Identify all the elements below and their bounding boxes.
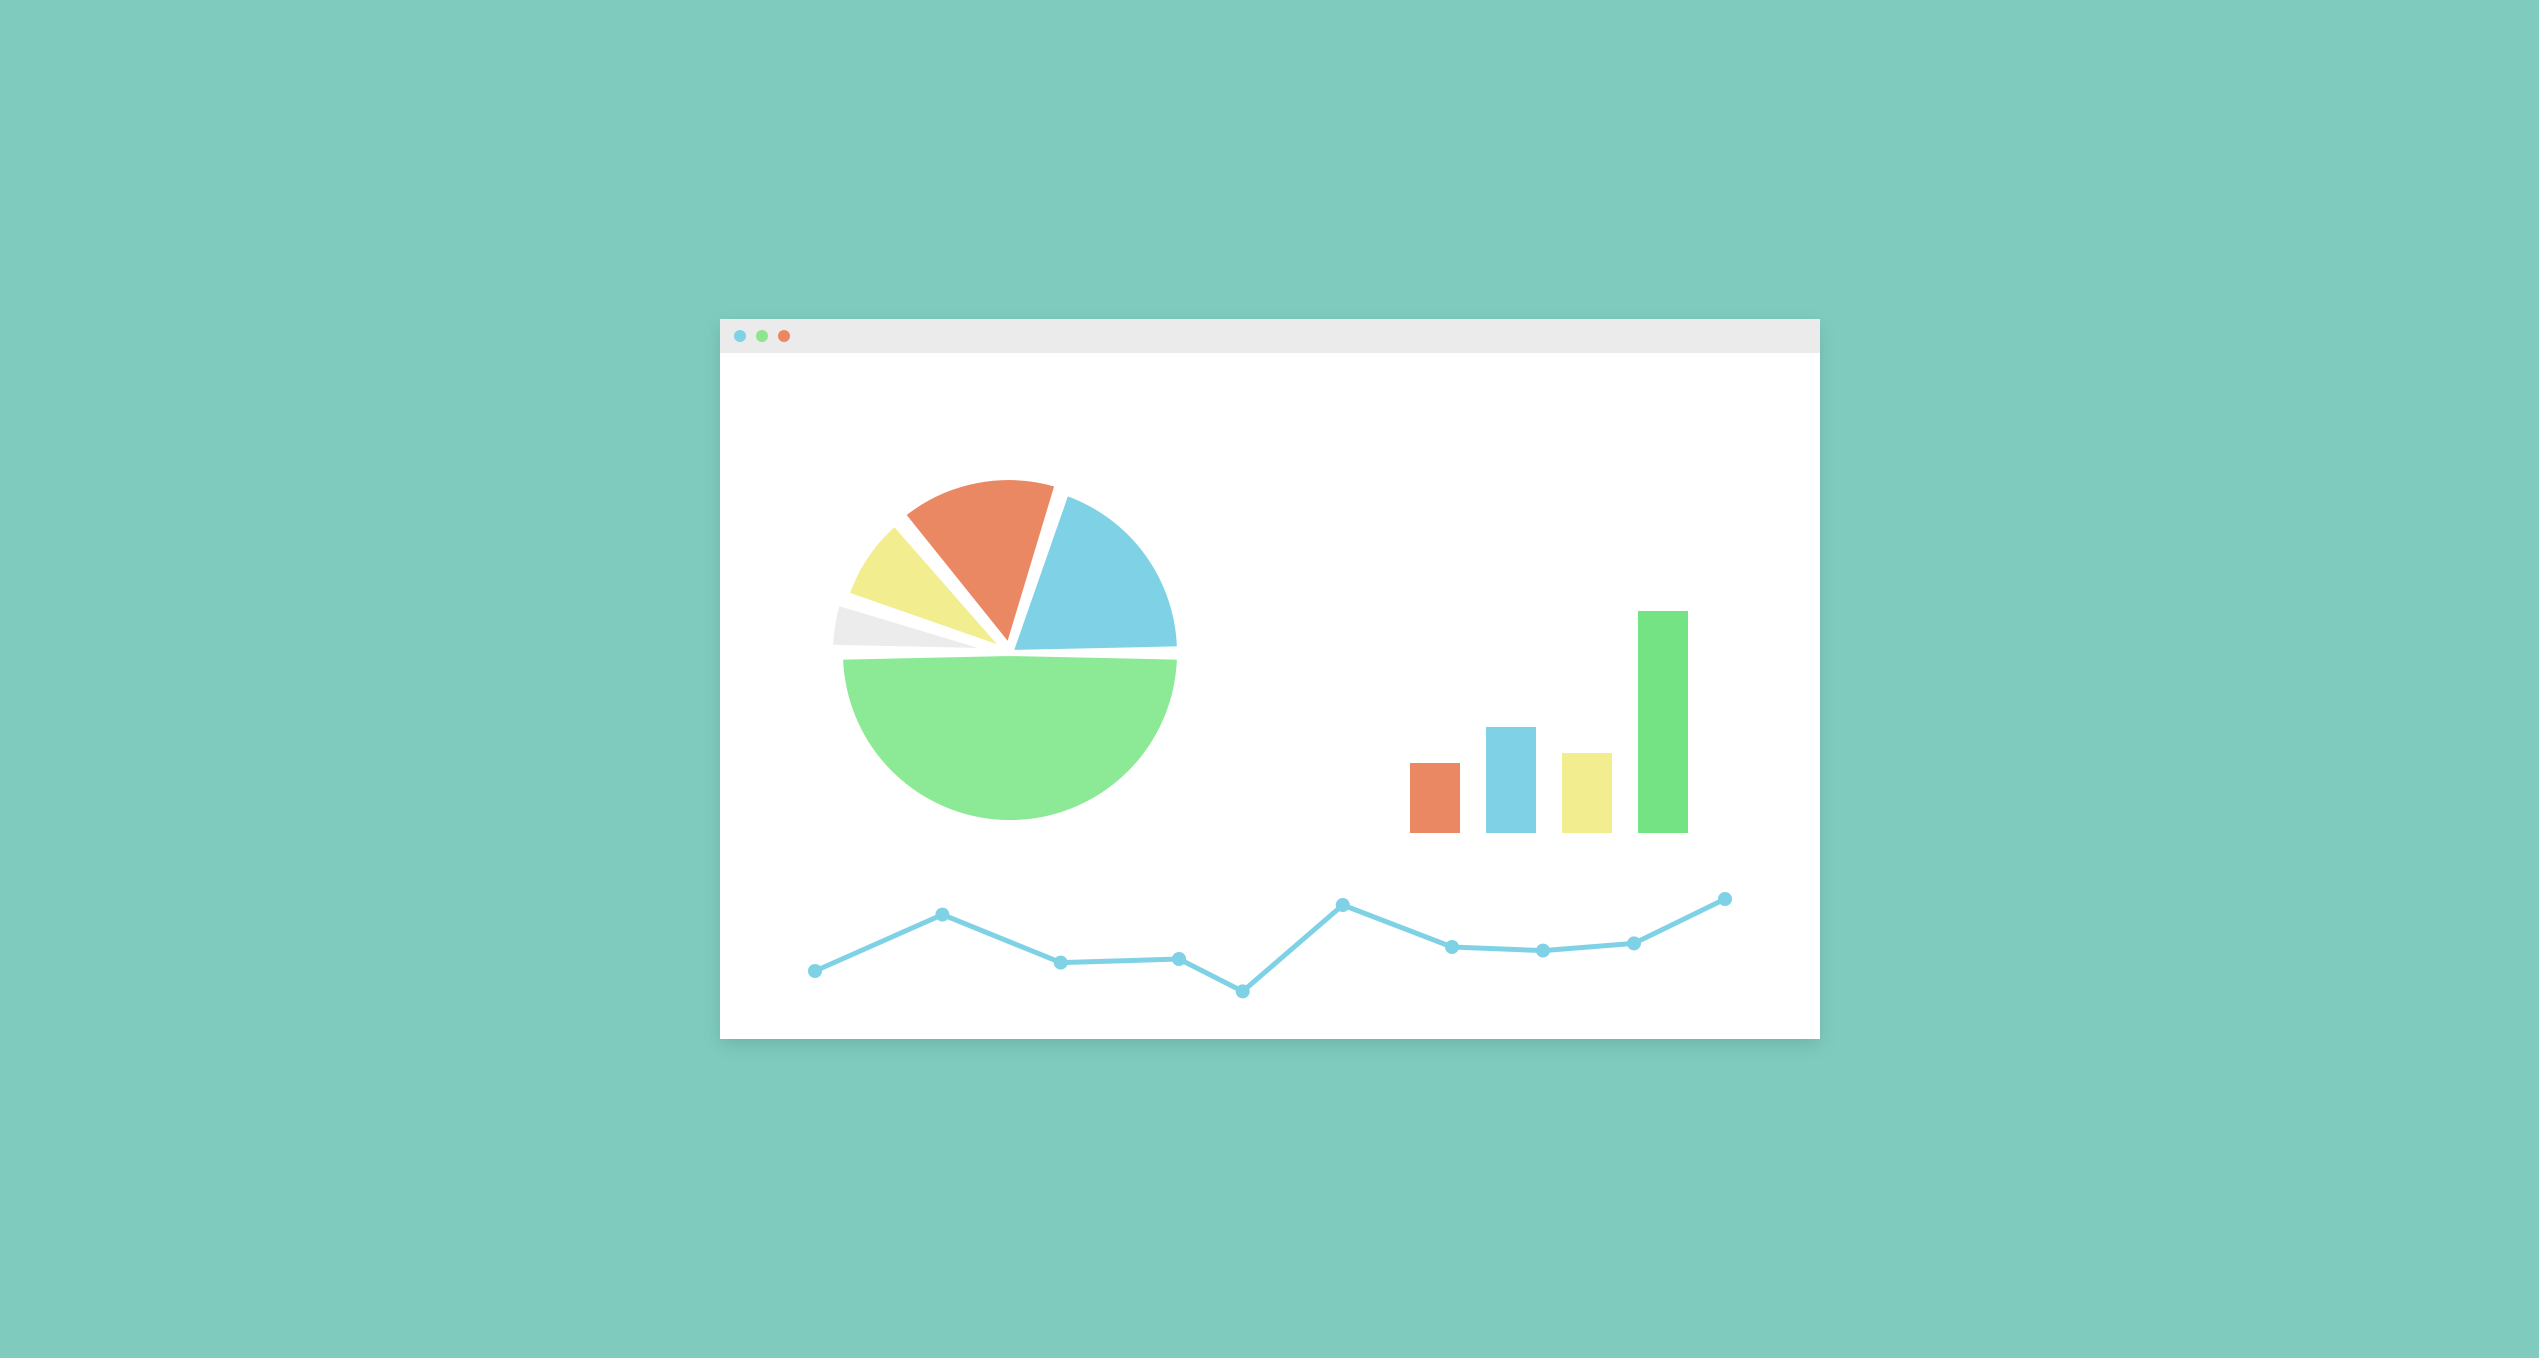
pie-slice-green bbox=[840, 653, 1180, 823]
bar-C bbox=[1562, 753, 1612, 833]
window-control-minimize-icon[interactable] bbox=[756, 330, 768, 342]
pie-chart-svg bbox=[810, 453, 1210, 853]
line-chart bbox=[806, 884, 1734, 1022]
line-point-1 bbox=[935, 908, 949, 922]
page-background bbox=[510, 282, 2030, 1077]
pie-chart bbox=[810, 453, 1210, 853]
bar-D bbox=[1638, 611, 1688, 833]
window-control-close-icon[interactable] bbox=[734, 330, 746, 342]
line-path bbox=[815, 899, 1725, 991]
bar-B bbox=[1486, 727, 1536, 833]
window-titlebar bbox=[720, 319, 1820, 353]
line-point-2 bbox=[1053, 956, 1067, 970]
line-point-0 bbox=[808, 964, 822, 978]
window-content bbox=[720, 353, 1820, 1039]
line-chart-svg bbox=[806, 884, 1734, 1022]
bar-A bbox=[1410, 763, 1460, 833]
line-point-4 bbox=[1235, 984, 1249, 998]
window-control-zoom-icon[interactable] bbox=[778, 330, 790, 342]
bar-chart bbox=[1410, 611, 1688, 833]
line-point-6 bbox=[1445, 940, 1459, 954]
browser-window bbox=[720, 319, 1820, 1039]
line-point-8 bbox=[1627, 936, 1641, 950]
line-point-7 bbox=[1536, 944, 1550, 958]
line-point-9 bbox=[1718, 892, 1732, 906]
line-point-3 bbox=[1172, 952, 1186, 966]
line-point-5 bbox=[1335, 898, 1349, 912]
